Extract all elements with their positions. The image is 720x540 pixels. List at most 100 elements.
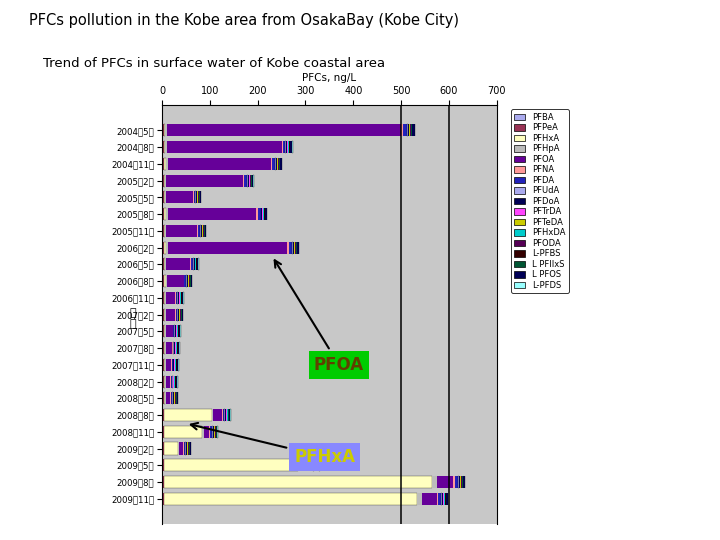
Bar (271, 158, 272, 170)
Bar (163, 208, 164, 220)
Text: Trend of PFCs in surface water of Kobe coastal area: Trend of PFCs in surface water of Kobe c… (43, 57, 385, 70)
Bar (225, 409, 226, 421)
Bar (167, 141, 282, 153)
Bar (162, 124, 163, 137)
Bar (179, 442, 183, 455)
Bar (163, 409, 164, 421)
Bar (171, 375, 173, 388)
Bar (166, 342, 171, 354)
Bar (173, 375, 174, 388)
Bar (164, 308, 166, 321)
Bar (204, 426, 210, 438)
Bar (162, 141, 163, 153)
Bar (173, 342, 174, 354)
Bar (166, 241, 168, 254)
Bar (279, 158, 282, 170)
Bar (412, 124, 415, 137)
Bar (163, 476, 164, 488)
Bar (168, 241, 287, 254)
Bar (401, 124, 403, 137)
Bar (213, 409, 222, 421)
Bar (293, 241, 294, 254)
Bar (162, 459, 163, 471)
Bar (310, 459, 311, 471)
Bar (162, 342, 163, 354)
Bar (166, 275, 167, 287)
Bar (164, 191, 166, 204)
Bar (164, 325, 165, 338)
Bar (289, 241, 292, 254)
Bar (163, 325, 164, 338)
Bar (163, 258, 164, 271)
Text: 年
月: 年 月 (130, 308, 137, 329)
Bar (162, 476, 163, 488)
Bar (212, 409, 213, 421)
Bar (272, 158, 275, 170)
Bar (170, 375, 171, 388)
Bar (202, 426, 204, 438)
Bar (432, 476, 436, 488)
Bar (282, 141, 283, 153)
Bar (165, 342, 166, 354)
Bar (163, 275, 164, 287)
Bar (163, 459, 164, 471)
Bar (187, 275, 188, 287)
Bar (441, 492, 442, 505)
Bar (313, 459, 314, 471)
Bar (186, 275, 187, 287)
Bar (454, 476, 455, 488)
Bar (275, 158, 276, 170)
Bar (190, 258, 192, 271)
Bar (163, 375, 164, 388)
Bar (243, 174, 244, 187)
Bar (162, 258, 163, 271)
Bar (164, 174, 166, 187)
Bar (164, 375, 165, 388)
Bar (178, 308, 179, 321)
Bar (436, 476, 454, 488)
Bar (164, 342, 165, 354)
Bar (163, 241, 164, 254)
Bar (166, 158, 168, 170)
Bar (300, 459, 310, 471)
Bar (184, 442, 185, 455)
Bar (177, 359, 179, 371)
Bar (459, 476, 460, 488)
Bar (181, 308, 183, 321)
Text: PFHxA: PFHxA (191, 423, 355, 466)
Bar (164, 275, 166, 287)
Bar (162, 308, 163, 321)
Bar (186, 442, 187, 455)
Bar (256, 208, 258, 220)
Bar (297, 241, 299, 254)
Bar (175, 308, 176, 321)
Bar (222, 409, 224, 421)
Bar (183, 442, 184, 455)
Bar (163, 492, 164, 505)
Bar (173, 359, 174, 371)
Bar (166, 225, 197, 237)
Bar (182, 292, 183, 304)
Bar (168, 158, 271, 170)
Bar (165, 375, 166, 388)
Bar (463, 476, 464, 488)
Bar (162, 241, 163, 254)
Bar (285, 141, 287, 153)
Bar (176, 375, 177, 388)
Bar (166, 258, 190, 271)
Bar (407, 124, 408, 137)
Bar (166, 308, 175, 321)
Bar (162, 409, 163, 421)
Bar (166, 124, 167, 137)
Bar (164, 476, 432, 488)
Text: PFCs pollution in the Kobe area from OsakaBay (Kobe City): PFCs pollution in the Kobe area from Osa… (29, 14, 459, 29)
Bar (171, 392, 172, 404)
Bar (167, 124, 401, 137)
Bar (204, 225, 205, 237)
Bar (283, 141, 285, 153)
Bar (164, 258, 166, 271)
Bar (164, 208, 166, 220)
Bar (194, 191, 195, 204)
Bar (162, 359, 163, 371)
Bar (258, 208, 261, 220)
